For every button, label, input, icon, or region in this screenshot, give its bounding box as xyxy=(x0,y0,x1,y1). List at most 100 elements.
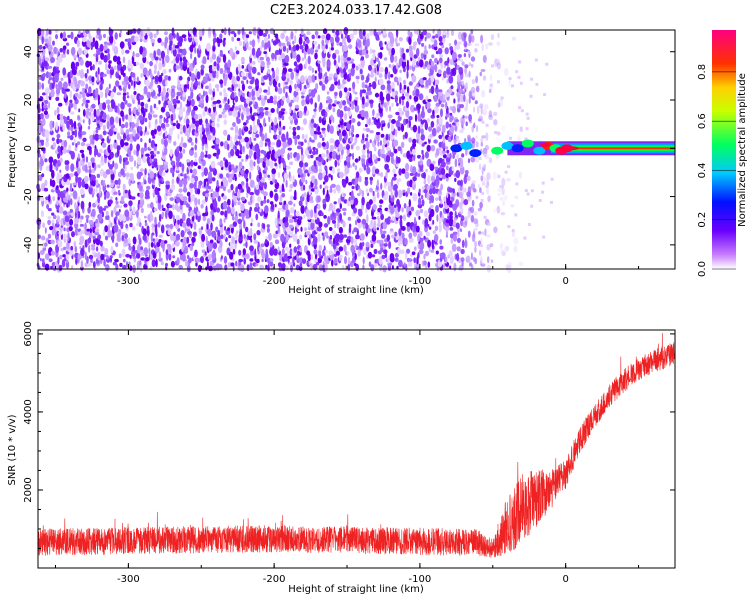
signal-blob xyxy=(521,139,534,148)
spectrogram-cell xyxy=(465,98,469,107)
spectrogram-cell xyxy=(154,216,157,226)
spectrogram-cell xyxy=(289,207,295,214)
spectrogram-cell xyxy=(232,248,236,255)
spectrogram-cell xyxy=(57,215,60,223)
spectrogram-cell xyxy=(278,95,281,100)
spectrogram-cell xyxy=(119,29,122,34)
spectrogram-cell xyxy=(113,191,118,195)
spectrogram-cell xyxy=(422,105,425,115)
spectrogram-cell xyxy=(447,57,450,64)
spectrogram-cell xyxy=(258,106,264,113)
spectrogram-cell xyxy=(76,39,80,48)
spectrogram-cell xyxy=(55,244,60,254)
spectrogram-cell xyxy=(408,81,413,86)
spectrogram-cell xyxy=(232,215,235,221)
spectrogram-cell xyxy=(267,85,271,94)
spectrogram-cell xyxy=(303,41,306,47)
spectrogram-cell xyxy=(473,218,479,224)
spectrogram-cell xyxy=(295,228,299,232)
spectrogram-cell xyxy=(65,164,70,172)
spectrogram-cell xyxy=(86,217,89,224)
spectrogram-cell xyxy=(313,41,318,45)
spectrogram-cell xyxy=(380,213,384,221)
spectrogram-cell xyxy=(311,219,315,224)
spectrogram-cell xyxy=(464,215,469,222)
spectrogram-cell xyxy=(354,262,357,267)
spectrogram-cell xyxy=(338,246,344,252)
spectrogram-cell xyxy=(362,264,365,270)
spectrogram-cell xyxy=(173,63,177,73)
spectrogram-cell xyxy=(474,257,478,265)
spectrogram-cell xyxy=(337,197,342,205)
spectrogram-cell xyxy=(520,109,524,113)
spectrogram-cell xyxy=(376,133,380,142)
spectrogram-cell xyxy=(227,134,231,141)
spectrogram-cell xyxy=(172,255,176,259)
spectrogram-cell xyxy=(182,196,188,202)
spectrogram-cell xyxy=(86,256,89,264)
spectrogram-cell xyxy=(386,234,391,242)
spectrogram-cell xyxy=(432,186,436,195)
spectrogram-cell xyxy=(428,44,431,49)
spectrogram-cell xyxy=(338,226,343,234)
spectrogram-cell xyxy=(284,81,289,85)
spectrogram-cell xyxy=(296,152,300,161)
spectrogram-cell xyxy=(430,85,435,95)
spectrogram-cell xyxy=(289,151,293,159)
spectrogram-cell xyxy=(160,224,165,234)
spectrogram-cell xyxy=(116,92,122,96)
spectrogram-cell xyxy=(122,92,127,96)
spectrogram-cell xyxy=(358,208,363,213)
spectrogram-cell xyxy=(77,30,81,35)
spectrogram-cell xyxy=(245,107,250,113)
spectrogram-y-tick-label: 20 xyxy=(23,94,34,107)
spectrogram-cell xyxy=(251,96,256,101)
spectrogram-cell xyxy=(355,145,360,151)
spectrogram-cell xyxy=(52,40,55,46)
spectrogram-cell xyxy=(332,166,335,174)
spectrogram-cell xyxy=(125,160,129,165)
spectrogram-cell xyxy=(248,148,253,157)
spectrogram-cell xyxy=(96,74,100,83)
spectrogram-cell xyxy=(432,230,436,234)
spectrogram-cell xyxy=(125,114,129,120)
spectrogram-cell xyxy=(408,137,413,143)
spectrogram-cell xyxy=(56,138,60,145)
spectrogram-cell xyxy=(311,74,316,83)
spectrogram-cell xyxy=(333,257,338,264)
spectrogram-cell xyxy=(259,123,262,128)
spectrogram-cell xyxy=(186,118,190,125)
spectrogram-cell xyxy=(148,247,151,256)
spectrogram-cell xyxy=(44,158,48,163)
spectrogram-cell xyxy=(463,199,469,206)
spectrogram-cell xyxy=(109,34,114,44)
spectrogram-cell xyxy=(324,249,328,254)
spectrogram-cell xyxy=(324,71,328,77)
spectrogram-cell xyxy=(348,44,353,49)
spectrogram-cell xyxy=(57,55,63,63)
spectrogram-cell xyxy=(366,214,369,223)
spectrogram-cell xyxy=(142,228,147,236)
spectrogram-cell xyxy=(176,95,179,100)
spectrogram-cell xyxy=(436,126,442,132)
spectrogram-cell xyxy=(250,53,253,59)
spectrogram-cell xyxy=(399,215,403,220)
colorbar-tick-label: 0.0 xyxy=(697,261,708,277)
spectrogram-cell xyxy=(357,185,360,190)
spectrogram-cell xyxy=(288,261,293,265)
spectrogram-cell xyxy=(208,241,214,250)
spectrogram-cell xyxy=(426,118,431,123)
spectrogram-cell xyxy=(129,133,134,139)
spectrogram-cell xyxy=(390,228,394,232)
spectrogram-cell xyxy=(253,233,257,241)
spectrogram-cell xyxy=(283,172,289,180)
spectrogram-cell xyxy=(110,143,113,151)
spectrogram-cell xyxy=(164,31,168,36)
spectrogram-cell xyxy=(335,208,341,213)
spectrogram-cell xyxy=(265,264,268,270)
spectrogram-cell xyxy=(187,211,191,217)
spectrogram-cell xyxy=(76,83,80,89)
spectrogram-cell xyxy=(482,75,487,81)
spectrogram-cell xyxy=(449,46,454,51)
spectrogram-cell xyxy=(242,145,245,153)
